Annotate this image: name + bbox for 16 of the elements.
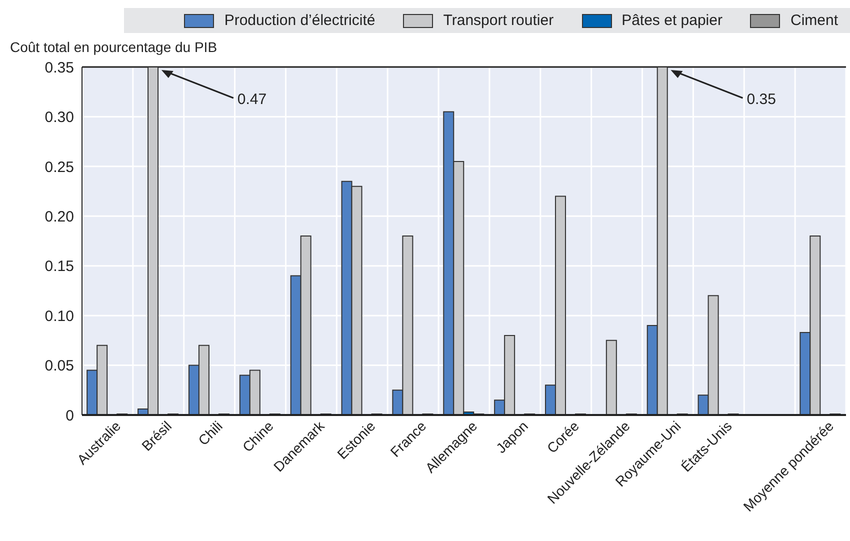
x-tick-label: Chili bbox=[194, 418, 226, 448]
y-tick-label: 0.25 bbox=[44, 158, 74, 176]
y-tick-label: 0.30 bbox=[44, 109, 74, 126]
y-tick-label: 0.10 bbox=[44, 308, 74, 325]
legend-label: Transport routier bbox=[442, 12, 554, 29]
y-axis-title: Coût total en pourcentage du PIB bbox=[10, 39, 218, 55]
y-tick-label: 0.05 bbox=[44, 358, 74, 375]
y-tick-label: 0 bbox=[66, 407, 74, 424]
legend-label: Pâtes et papier bbox=[620, 12, 722, 29]
y-tick-label: 0.15 bbox=[44, 258, 74, 276]
legend-label: Production d’électricité bbox=[223, 12, 376, 29]
annotation: 0.35 bbox=[746, 91, 776, 108]
y-tick-label: 0.20 bbox=[44, 208, 74, 226]
y-tick-label: 0.35 bbox=[44, 59, 74, 76]
annotation: 0.47 bbox=[237, 91, 267, 108]
legend-label: Ciment bbox=[789, 12, 838, 29]
